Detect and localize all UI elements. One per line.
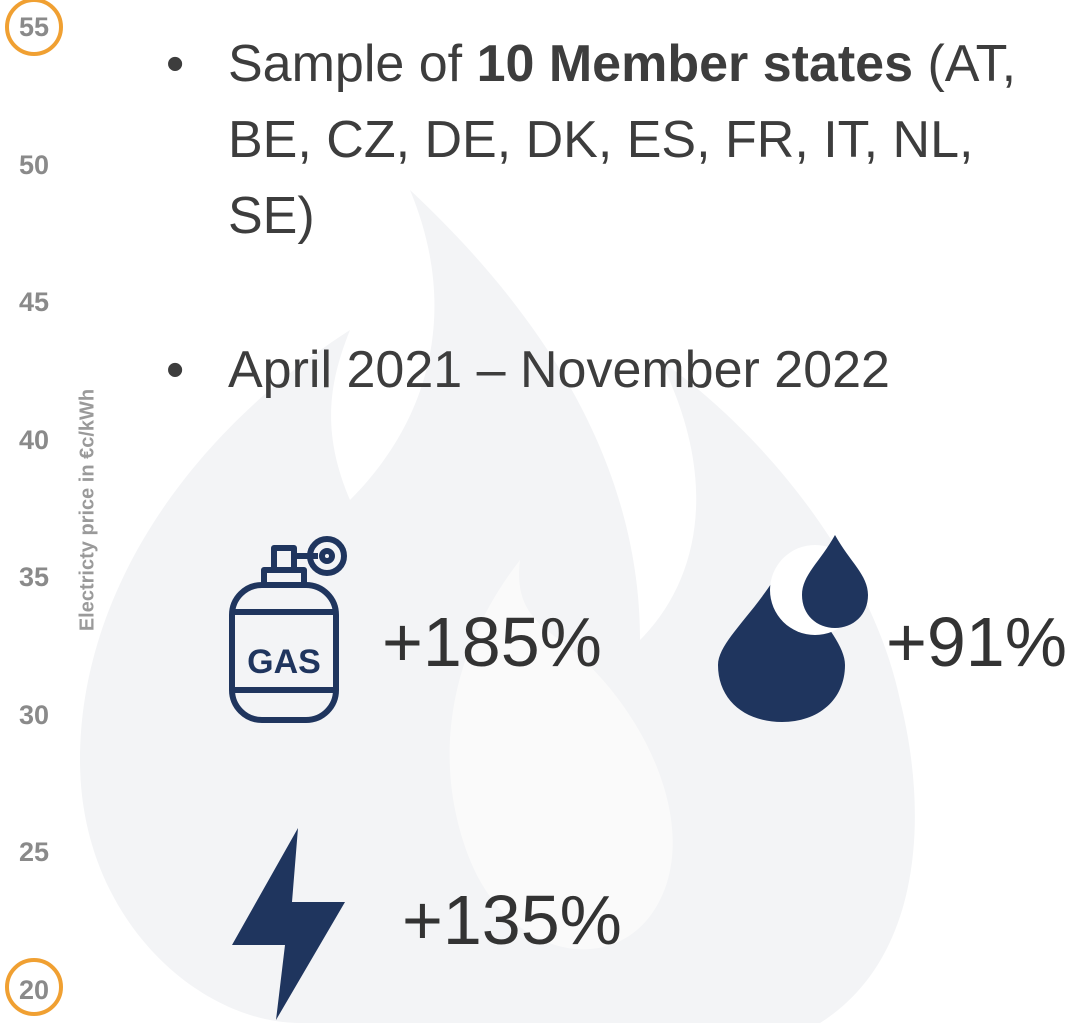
lightning-icon: [232, 828, 345, 1020]
bullet: • April 2021 – November 2022: [166, 341, 890, 399]
flame-inner: [449, 560, 673, 950]
axis-tick-label: 35: [18, 562, 50, 592]
gas-icon: GAS: [229, 536, 347, 723]
oil-drop-small: [802, 535, 868, 628]
bullet-text: 10 Member states: [476, 35, 914, 93]
oil-drop: [718, 560, 845, 722]
axis-tick-label: 30: [18, 699, 50, 730]
electricity-stat: +135%: [402, 881, 622, 959]
bullet: • Sample of 10 Member states (AT, BE, CZ,…: [166, 35, 1017, 245]
gas-stat: +185%: [382, 603, 602, 681]
axis-label: Electricty price in €c/kWh: [76, 388, 99, 632]
bullet-text: (AT, BE, CZ, DE, DK, ES, FR, IT, NL, SE): [228, 35, 1017, 245]
axis-tick-label: 25: [18, 837, 50, 867]
axis-tick-label: 45: [18, 287, 50, 317]
axis-tick-label: 20: [18, 974, 50, 1005]
axis-tick-label: 55: [18, 12, 50, 42]
axis-tick-label: 40: [18, 424, 50, 455]
bullet-text: April 2021 – November 2022: [228, 341, 890, 399]
axis-tick-label: 50: [18, 149, 50, 180]
highlight-circle: [5, 0, 63, 56]
highlight-circle: [5, 958, 63, 1016]
oil-stat: +91%: [886, 603, 1067, 681]
svg-text:GAS: GAS: [247, 643, 321, 681]
bullet-text: Sample of: [228, 35, 477, 93]
